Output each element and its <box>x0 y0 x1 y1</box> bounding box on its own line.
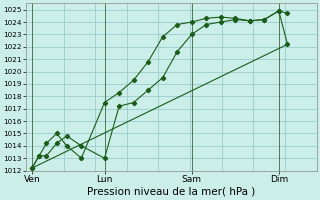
X-axis label: Pression niveau de la mer( hPa ): Pression niveau de la mer( hPa ) <box>87 187 255 197</box>
